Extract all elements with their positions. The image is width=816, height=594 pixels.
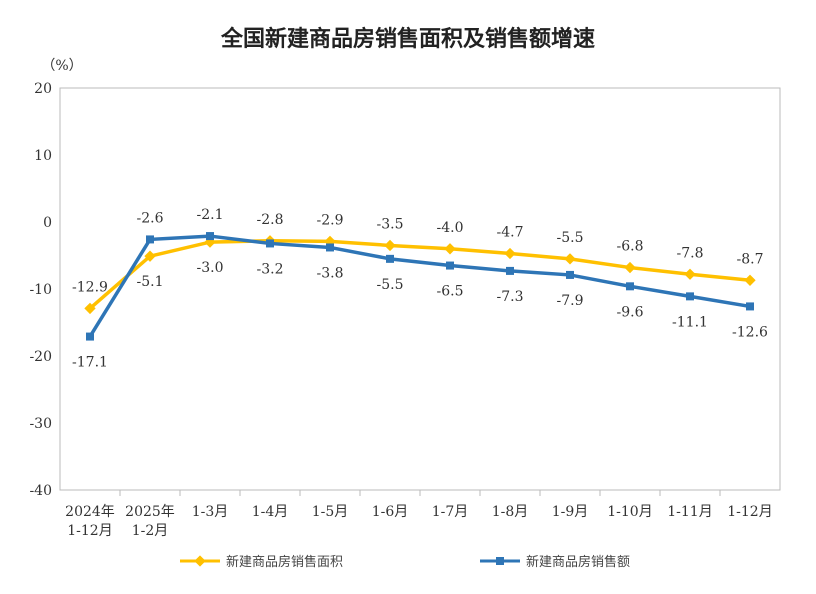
data-label: -2.1 (197, 207, 224, 223)
y-axis-label: （%） (41, 58, 82, 74)
series-marker-0 (564, 253, 576, 265)
data-label: -4.0 (437, 220, 464, 236)
series-marker-0 (444, 243, 456, 255)
series-marker-1 (686, 292, 694, 301)
x-tick-label: 1-9月 (552, 504, 589, 520)
series-marker-1 (146, 235, 154, 244)
data-label: -12.6 (732, 324, 768, 340)
data-label: -12.9 (72, 279, 108, 295)
legend-label: 新建商品房销售面积 (226, 554, 343, 570)
series-marker-1 (326, 243, 334, 252)
series-marker-1 (506, 266, 514, 275)
x-tick-label: 1-6月 (372, 504, 409, 520)
series-marker-0 (684, 268, 696, 280)
data-label: -17.1 (72, 355, 108, 371)
series-marker-0 (504, 247, 516, 260)
x-tick-label: 2024年 (65, 504, 115, 520)
legend-marker-1 (496, 557, 504, 565)
series-marker-1 (446, 261, 454, 270)
legend-marker-0 (194, 555, 206, 567)
legend-label: 新建商品房销售额 (526, 554, 630, 570)
data-label: -5.5 (557, 230, 584, 246)
series-marker-1 (746, 302, 754, 311)
y-tick-label: -10 (29, 282, 52, 298)
y-tick-label: -30 (29, 416, 52, 432)
x-tick-label: 1-8月 (492, 504, 529, 520)
data-label: -3.0 (197, 260, 224, 276)
y-tick-label: 0 (43, 215, 52, 231)
y-tick-label: -40 (29, 483, 52, 499)
x-tick-label: 2025年 (125, 504, 175, 520)
data-label: -6.5 (437, 284, 464, 300)
x-tick-label: 1-10月 (607, 504, 652, 520)
data-label: -7.9 (557, 293, 584, 309)
data-label: -9.6 (617, 304, 644, 320)
data-label: -4.7 (497, 224, 524, 240)
x-tick-label: 1-4月 (252, 504, 289, 520)
series-marker-1 (386, 254, 394, 263)
data-label: -3.5 (377, 216, 404, 232)
series-marker-0 (384, 239, 396, 252)
data-label: -8.7 (737, 251, 764, 267)
data-label: -11.1 (672, 314, 708, 330)
series-marker-1 (266, 239, 274, 248)
x-tick-label: 1-12月 (727, 504, 772, 520)
y-tick-label: -20 (29, 349, 52, 365)
x-tick-label: 1-5月 (312, 504, 349, 520)
data-label: -3.2 (257, 261, 284, 277)
series-line-1 (88, 234, 751, 338)
x-tick-label: 1-7月 (432, 504, 469, 520)
x-tick-label: 1-3月 (192, 504, 229, 520)
x-tick-label: 1-2月 (132, 523, 169, 539)
series-marker-0 (744, 274, 756, 286)
data-label: -7.8 (677, 245, 704, 261)
data-label: -5.5 (377, 277, 404, 293)
y-tick-label: 20 (34, 81, 52, 97)
series-marker-1 (206, 232, 214, 241)
data-label: -2.6 (137, 210, 164, 226)
x-tick-label: 1-11月 (667, 504, 712, 520)
data-label: -3.8 (317, 265, 344, 281)
data-label: -6.8 (617, 239, 644, 255)
plot-frame (59, 87, 781, 491)
series-marker-0 (624, 261, 636, 274)
y-tick-label: 10 (34, 148, 52, 164)
series-marker-1 (566, 270, 574, 279)
data-label: -2.9 (317, 212, 344, 228)
data-label: -2.8 (257, 212, 284, 228)
x-tick-label: 1-12月 (67, 523, 112, 539)
series-marker-1 (626, 282, 634, 291)
series-line-0 (88, 239, 751, 310)
chart-title: 全国新建商品房销售面积及销售额增速 (220, 26, 595, 52)
data-label: -5.1 (137, 274, 164, 290)
data-label: -7.3 (497, 289, 524, 305)
series-marker-1 (86, 332, 94, 341)
